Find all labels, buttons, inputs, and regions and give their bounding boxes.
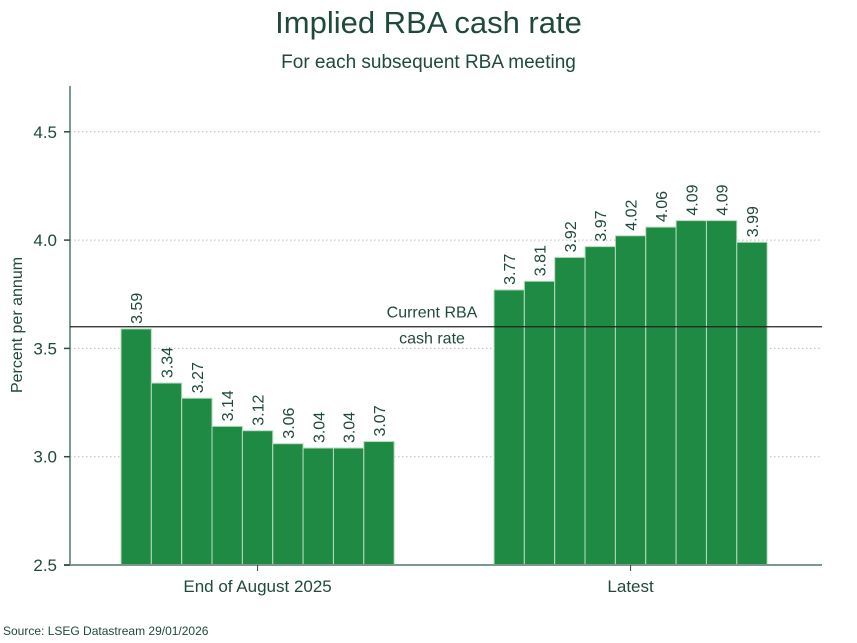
bar	[272, 443, 304, 566]
x-category-labels: End of August 2025 Latest	[183, 565, 654, 596]
chart-subtitle: For each subsequent RBA meeting	[281, 52, 576, 73]
source-note: Source: LSEG Datastream 29/01/2026	[3, 624, 209, 638]
bar-value-label: 3.97	[593, 210, 610, 241]
bar-value-label: 3.77	[502, 254, 519, 285]
bar	[302, 447, 334, 566]
bar	[614, 235, 647, 566]
bar-value-label: 3.27	[190, 362, 207, 393]
bar	[211, 425, 243, 566]
bar-value-label: 3.81	[533, 245, 550, 276]
bar-value-label: 3.06	[281, 407, 298, 438]
x-category-label: Latest	[607, 577, 654, 596]
bars	[120, 220, 768, 566]
bar	[554, 256, 586, 566]
bar-value-label: 3.92	[563, 221, 580, 252]
bar-value-label: 4.02	[624, 200, 641, 231]
bar-value-label: 3.12	[251, 394, 268, 425]
bar	[645, 226, 677, 566]
bar-value-label: 3.04	[342, 412, 359, 443]
y-tick-label: 4.5	[33, 123, 57, 142]
bar	[705, 220, 738, 566]
bar	[120, 328, 152, 566]
y-tick-label: 2.5	[33, 556, 57, 575]
y-tick-label: 3.0	[33, 448, 57, 467]
y-axis-label: Percent per annum	[9, 257, 26, 393]
axes	[64, 86, 822, 566]
chart-title: Implied RBA cash rate	[275, 5, 582, 40]
bar	[584, 246, 616, 566]
bar-value-label: 3.04	[311, 412, 328, 443]
bar-value-label: 3.99	[745, 206, 762, 237]
reference-line-label-1: Current RBA	[387, 305, 478, 322]
bar	[493, 289, 525, 566]
bar	[181, 397, 213, 566]
bar	[736, 241, 768, 566]
y-tick-label: 3.5	[33, 339, 57, 358]
bar-value-label: 3.07	[372, 405, 389, 436]
bar-labels: 3.59 3.34 3.27 3.14 3.12 3.06 3.04 3.04 3.07 3.77…	[129, 184, 762, 443]
bar-value-label: 4.09	[684, 184, 701, 215]
bar	[332, 447, 365, 566]
bar-value-label: 3.14	[220, 390, 237, 421]
x-category-label: End of August 2025	[183, 577, 331, 596]
bar	[675, 220, 707, 566]
y-tick-label: 4.0	[33, 231, 57, 250]
bar-value-label: 4.06	[654, 191, 671, 222]
bar	[150, 382, 183, 566]
bar	[241, 430, 274, 566]
bar-value-label: 4.09	[715, 184, 732, 215]
reference-line-label-2: cash rate	[399, 331, 465, 348]
bar	[363, 441, 395, 566]
y-ticks: 2.5 3.0 3.5 4.0 4.5	[33, 123, 70, 575]
bar	[523, 280, 556, 566]
bar-value-label: 3.59	[129, 293, 146, 324]
bar-value-label: 3.34	[160, 347, 177, 378]
